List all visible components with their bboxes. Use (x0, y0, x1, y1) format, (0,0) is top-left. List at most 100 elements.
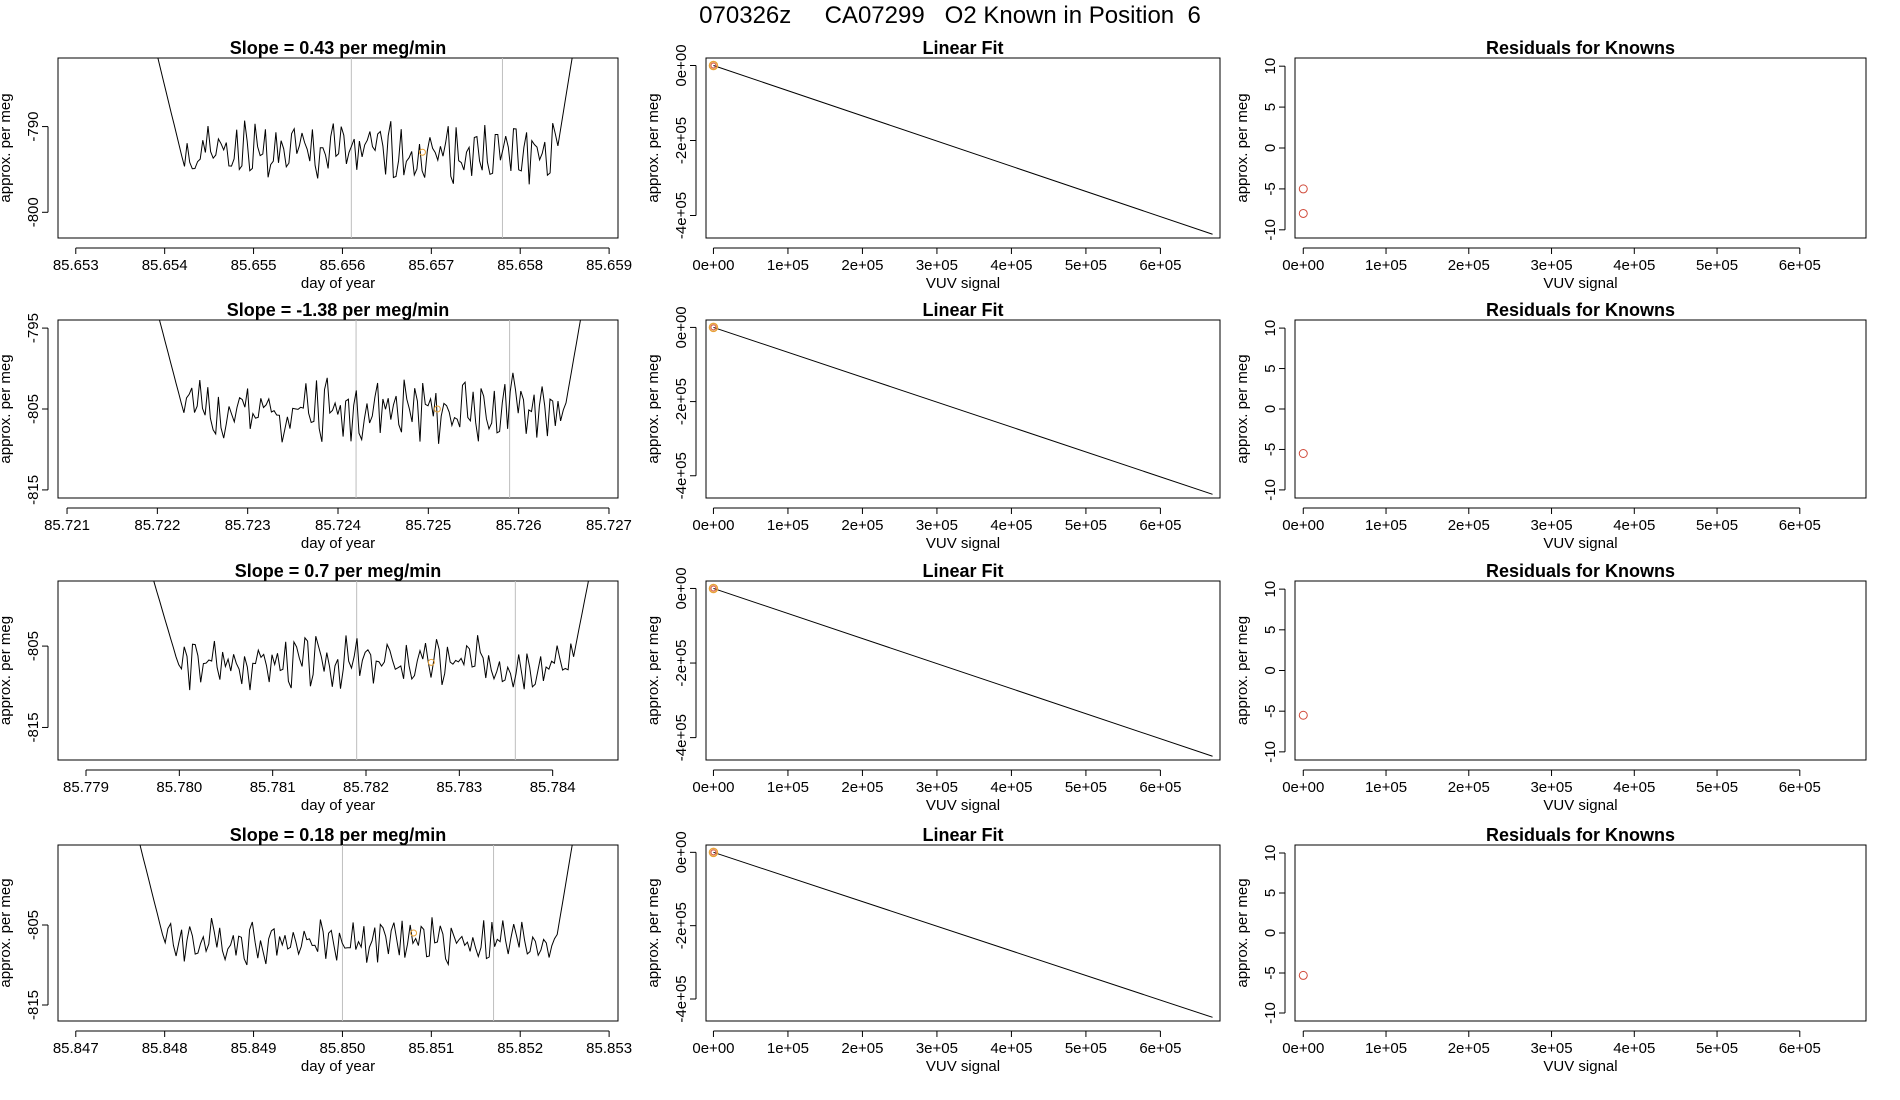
x-tick-label: 1e+05 (767, 517, 809, 534)
x-tick-label: 5e+05 (1065, 1040, 1107, 1057)
panel-fit-row-2: Linear Fit 0e+00 1e+05 2e+05 3e+05 4e+05 5e+05… (645, 300, 1221, 552)
y-tick-label: -10 (1262, 479, 1279, 501)
x-tick-label: 4e+05 (1613, 779, 1655, 796)
x-tick-label: 85.848 (142, 1040, 188, 1057)
plot-area (1298, 970, 1308, 980)
x-tick-label: 85.851 (408, 1040, 454, 1057)
y-tick-label: 10 (1262, 320, 1279, 337)
panel-residuals-row-2: Residuals for Knowns 0e+00 1e+05 2e+05 3e+05… (1234, 300, 1867, 552)
y-axis-label: approx. per meg (645, 93, 662, 202)
x-tick-label: 1e+05 (1365, 779, 1407, 796)
x-tick-label: 3e+05 (916, 779, 958, 796)
y-tick-label: 0e+00 (673, 44, 690, 86)
trace-line (153, 581, 589, 691)
x-tick-label: 3e+05 (1530, 517, 1572, 534)
x-tick-label: 2e+05 (1448, 779, 1490, 796)
x-tick-label: 5e+05 (1696, 257, 1738, 274)
y-tick-label: -815 (25, 475, 42, 505)
residual-point (1298, 449, 1308, 458)
panel-title: Slope = 0.43 per meg/min (230, 38, 447, 58)
x-tick-label: 85.654 (142, 257, 188, 274)
x-tick-label: 4e+05 (990, 779, 1032, 796)
y-tick-label: -800 (25, 197, 42, 227)
x-tick-label: 85.656 (319, 257, 365, 274)
x-tick-label: 2e+05 (841, 1040, 883, 1057)
x-tick-label: 85.782 (343, 779, 389, 796)
y-axis-label: approx. per meg (0, 878, 14, 987)
plot-area (157, 58, 573, 238)
panel-residuals-row-1: Residuals for Knowns 0e+00 1e+05 2e+05 3e+05… (1234, 38, 1867, 292)
x-tick-label: 0e+00 (692, 1040, 734, 1057)
x-tick-label: 2e+05 (841, 517, 883, 534)
mean-marker (418, 148, 426, 156)
y-tick-label: -805 (25, 910, 42, 940)
residual-point (1298, 184, 1308, 194)
known-point-inner (710, 324, 717, 331)
x-axis-label: day of year (301, 275, 375, 292)
plot-frame (1294, 580, 1867, 761)
y-tick-label: 5 (1262, 626, 1279, 634)
x-tick-label: 85.723 (225, 517, 271, 534)
x-tick-label: 85.779 (63, 779, 109, 796)
panel-title: Linear Fit (922, 300, 1003, 320)
x-tick-label: 1e+05 (1365, 517, 1407, 534)
x-tick-label: 6e+05 (1779, 517, 1821, 534)
panel-title: Linear Fit (922, 825, 1003, 845)
y-axis-label: approx. per meg (1234, 354, 1251, 463)
panel-trace-row-4: Slope = 0.18 per meg/min 85.847 85.848 85.8… (0, 825, 632, 1075)
y-axis-label: approx. per meg (645, 878, 662, 987)
x-axis-label: VUV signal (1543, 1058, 1617, 1075)
x-tick-label: 85.726 (496, 517, 542, 534)
x-tick-label: 0e+00 (692, 257, 734, 274)
plot-area (708, 322, 1213, 495)
x-tick-label: 85.655 (231, 257, 277, 274)
y-tick-label: -10 (1262, 741, 1279, 763)
plot-area (1298, 710, 1308, 720)
y-axis-label: approx. per meg (1234, 878, 1251, 987)
known-point-inner (710, 62, 717, 69)
x-tick-label: 4e+05 (990, 1040, 1032, 1057)
panel-trace-row-3: Slope = 0.7 per meg/min 85.779 85.780 85.78… (0, 561, 619, 814)
panel-title: Slope = 0.18 per meg/min (230, 825, 447, 845)
panel-fit-row-3: Linear Fit 0e+00 1e+05 2e+05 3e+05 4e+05 5e+05… (645, 561, 1221, 814)
y-tick-label: -805 (25, 394, 42, 424)
plot-frame (57, 57, 619, 239)
y-tick-label: 0 (1262, 144, 1279, 152)
x-tick-label: 85.850 (319, 1040, 365, 1057)
plot-frame (705, 844, 1221, 1022)
y-tick-label: 0 (1262, 405, 1279, 413)
x-tick-label: 3e+05 (1530, 257, 1572, 274)
x-axis-label: VUV signal (926, 797, 1000, 814)
x-tick-label: 85.722 (134, 517, 180, 534)
y-axis-label: approx. per meg (645, 616, 662, 725)
x-tick-label: 85.784 (530, 779, 576, 796)
y-tick-label: 0e+00 (673, 567, 690, 609)
fit-line (713, 326, 1213, 495)
x-tick-label: 5e+05 (1696, 517, 1738, 534)
panel-fit-row-1: Linear Fit 0e+00 1e+05 2e+05 3e+05 4e+05 5e+05… (645, 38, 1221, 292)
plot-area (708, 847, 1213, 1018)
x-axis-label: VUV signal (1543, 797, 1617, 814)
y-tick-label: -4e+05 (673, 714, 690, 761)
plot-area (153, 581, 589, 760)
known-point (708, 322, 719, 333)
residual-point (1298, 970, 1308, 980)
x-tick-label: 85.721 (44, 517, 90, 534)
plot-area (1298, 449, 1308, 458)
y-tick-label: 5 (1262, 364, 1279, 372)
plot-frame (1294, 844, 1867, 1022)
plot-frame (1294, 319, 1867, 499)
panel-title: Slope = 0.7 per meg/min (235, 561, 442, 581)
y-tick-label: 10 (1262, 581, 1279, 598)
x-tick-label: 85.657 (408, 257, 454, 274)
x-tick-label: 4e+05 (1613, 1040, 1655, 1057)
y-tick-label: 0 (1262, 929, 1279, 937)
y-tick-label: -4e+05 (673, 192, 690, 239)
y-tick-label: -815 (25, 712, 42, 742)
known-point-inner (710, 849, 717, 856)
x-tick-label: 3e+05 (916, 517, 958, 534)
panel-title: Linear Fit (922, 561, 1003, 581)
x-tick-label: 6e+05 (1779, 257, 1821, 274)
x-tick-label: 6e+05 (1139, 779, 1181, 796)
